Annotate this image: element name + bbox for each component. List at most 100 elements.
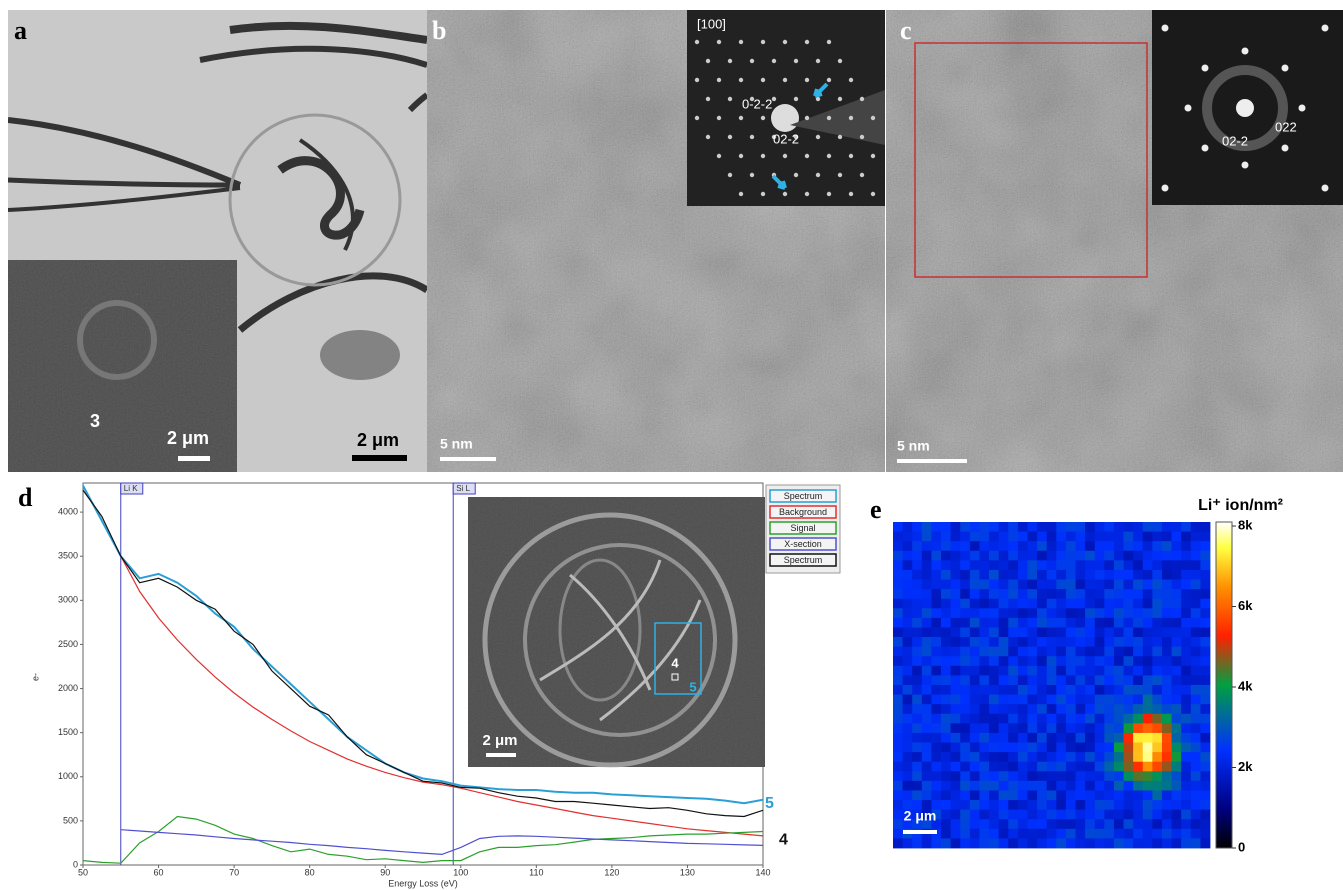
heat-cell	[1037, 752, 1047, 762]
heat-cell	[1027, 829, 1037, 839]
heat-cell	[970, 675, 980, 685]
heat-cell	[970, 637, 980, 647]
heat-cell	[1027, 647, 1037, 657]
heat-cell	[1056, 838, 1066, 848]
heat-cell	[1056, 589, 1066, 599]
heat-cell	[951, 810, 961, 820]
heat-cell	[951, 695, 961, 705]
heat-cell	[1095, 656, 1105, 666]
heat-cell	[922, 570, 932, 580]
heat-cell	[1133, 781, 1143, 791]
heat-cell	[1066, 551, 1076, 561]
heat-cell	[1181, 532, 1191, 542]
heat-cell	[1162, 810, 1172, 820]
heat-cell	[1095, 790, 1105, 800]
spot	[739, 192, 743, 196]
heat-cell	[1162, 819, 1172, 829]
heat-cell	[1008, 733, 1018, 743]
heat-cell	[912, 723, 922, 733]
heat-cell	[1162, 762, 1172, 772]
heat-cell	[951, 838, 961, 848]
heat-cell	[1162, 704, 1172, 714]
heat-cell	[1037, 522, 1047, 532]
x-tick-label: 140	[755, 867, 770, 877]
heat-cell	[1181, 618, 1191, 628]
heat-cell	[1047, 752, 1057, 762]
heat-cell	[1200, 829, 1210, 839]
heat-cell	[903, 704, 913, 714]
heat-cell	[1085, 627, 1095, 637]
heat-cell	[970, 810, 980, 820]
heat-cell	[931, 685, 941, 695]
heat-cell	[1037, 829, 1047, 839]
heat-cell	[1191, 599, 1201, 609]
heat-cell	[1200, 743, 1210, 753]
heat-cell	[1056, 551, 1066, 561]
heat-cell	[951, 551, 961, 561]
heat-cell	[1037, 608, 1047, 618]
heat-cell	[1104, 790, 1114, 800]
heat-cell	[960, 685, 970, 695]
spot	[1282, 145, 1289, 152]
heat-cell	[1095, 532, 1105, 542]
y-tick-label: 4000	[58, 506, 78, 516]
heat-cell	[1114, 714, 1124, 724]
heat-cell	[1066, 570, 1076, 580]
heat-cell	[1152, 618, 1162, 628]
heat-cell	[1056, 781, 1066, 791]
heat-cell	[1047, 743, 1057, 753]
heat-cell	[912, 532, 922, 542]
heat-cell	[1056, 541, 1066, 551]
heat-cell	[903, 762, 913, 772]
spot-label: 022	[1275, 119, 1297, 134]
heat-cell	[912, 560, 922, 570]
heat-cell	[912, 743, 922, 753]
heat-cell	[1152, 551, 1162, 561]
heat-cell	[1076, 656, 1086, 666]
heat-cell	[1143, 560, 1153, 570]
heat-cell	[951, 618, 961, 628]
heat-cell	[1104, 752, 1114, 762]
heat-cell	[1162, 695, 1172, 705]
heat-cell	[1085, 800, 1095, 810]
spot	[695, 116, 699, 120]
heat-cell	[912, 656, 922, 666]
heat-cell	[970, 733, 980, 743]
heat-cell	[1066, 666, 1076, 676]
heat-cell	[979, 838, 989, 848]
heat-cell	[970, 771, 980, 781]
heat-cell	[970, 723, 980, 733]
heat-cell	[1018, 829, 1028, 839]
heat-cell	[1037, 599, 1047, 609]
heat-cell	[1037, 570, 1047, 580]
heat-cell	[1085, 743, 1095, 753]
heat-cell	[1152, 714, 1162, 724]
heat-cell	[1018, 647, 1028, 657]
heat-cell	[1162, 685, 1172, 695]
heat-cell	[1162, 570, 1172, 580]
heat-cell	[1047, 695, 1057, 705]
heat-cell	[1095, 541, 1105, 551]
heat-cell	[941, 733, 951, 743]
heat-cell	[999, 618, 1009, 628]
heat-cell	[1181, 551, 1191, 561]
panel-label: a	[14, 16, 27, 45]
heat-cell	[1114, 589, 1124, 599]
heat-cell	[1018, 532, 1028, 542]
heat-cell	[1056, 743, 1066, 753]
heat-cell	[1200, 771, 1210, 781]
heat-cell	[893, 829, 903, 839]
heat-cell	[893, 695, 903, 705]
heat-cell	[1027, 618, 1037, 628]
heat-cell	[1047, 838, 1057, 848]
heat-cell	[1027, 522, 1037, 532]
heat-cell	[941, 647, 951, 657]
heat-cell	[903, 752, 913, 762]
heat-cell	[1133, 532, 1143, 542]
heat-cell	[1152, 743, 1162, 753]
heat-cell	[1095, 647, 1105, 657]
heat-cell	[1027, 752, 1037, 762]
heat-cell	[999, 733, 1009, 743]
heat-cell	[1200, 810, 1210, 820]
heat-cell	[893, 714, 903, 724]
